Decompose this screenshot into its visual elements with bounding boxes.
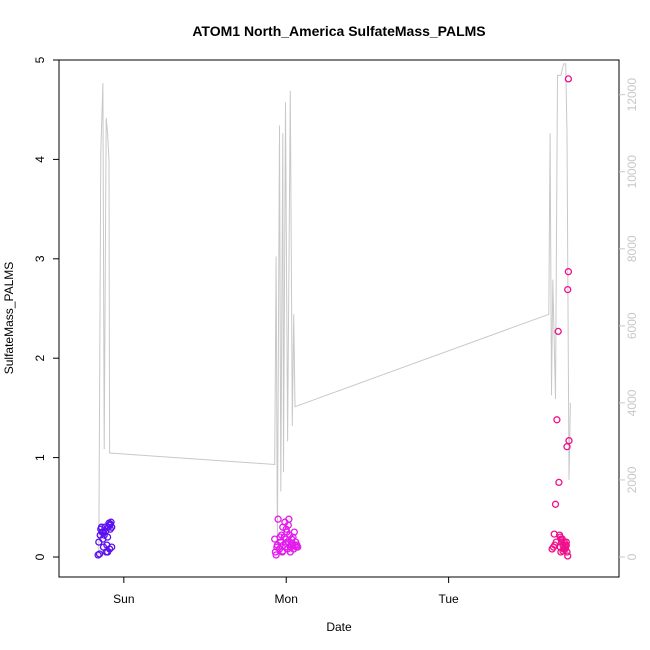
data-point xyxy=(564,552,572,560)
data-point xyxy=(554,327,562,336)
data-point xyxy=(106,520,114,528)
y2-tick-label: 12000 xyxy=(625,78,639,112)
altitude-line xyxy=(98,63,571,558)
y-tick-label: 4 xyxy=(33,156,47,163)
data-point xyxy=(564,285,572,294)
plot-marks xyxy=(94,63,573,560)
y-axis-label: SulfateMass_PALMS xyxy=(2,262,16,375)
y-axis-right: 0 2000 4000 6000 8000 10000 12000 xyxy=(619,78,639,560)
y2-tick-label: 6000 xyxy=(625,312,639,339)
data-point xyxy=(555,478,563,487)
y2-tick-label: 2000 xyxy=(625,466,639,493)
y-tick-label: 3 xyxy=(33,255,47,262)
data-point xyxy=(279,547,287,555)
data-point xyxy=(559,547,567,555)
data-point xyxy=(562,538,570,546)
x-axis: Sun Mon Tue xyxy=(113,577,459,606)
data-point xyxy=(103,548,112,556)
data-point xyxy=(553,416,561,424)
x-tick-label: Sun xyxy=(113,592,134,606)
y2-tick-label: 8000 xyxy=(625,235,639,262)
data-point xyxy=(99,528,108,536)
data-point xyxy=(562,541,570,549)
data-point xyxy=(557,535,565,543)
y-tick-label: 2 xyxy=(33,355,47,362)
y-axis-left: 0 1 2 3 4 5 xyxy=(33,56,59,560)
data-point xyxy=(289,541,297,549)
data-point xyxy=(272,551,280,559)
data-point xyxy=(94,551,102,559)
data-point xyxy=(286,548,294,556)
data-point xyxy=(108,543,116,551)
data-point xyxy=(290,528,298,536)
y-tick-label: 5 xyxy=(33,56,47,63)
y2-tick-label: 4000 xyxy=(625,389,639,416)
data-point xyxy=(282,525,290,533)
chart-title: ATOM1 North_America SulfateMass_PALMS xyxy=(192,23,485,39)
x-tick-label: Mon xyxy=(275,592,298,606)
data-point xyxy=(564,75,573,83)
y-tick-label: 0 xyxy=(33,553,47,560)
data-point xyxy=(281,539,290,547)
data-point xyxy=(95,550,104,558)
y-tick-label: 1 xyxy=(33,454,47,461)
data-point xyxy=(103,533,112,541)
x-tick-label: Tue xyxy=(438,592,459,606)
data-point xyxy=(565,437,573,445)
data-point xyxy=(276,533,284,541)
y2-tick-label: 10000 xyxy=(625,155,639,189)
x-axis-label: Date xyxy=(326,620,352,634)
y2-tick-label: 0 xyxy=(625,553,639,560)
data-point xyxy=(564,268,573,276)
data-point xyxy=(561,545,569,553)
data-point xyxy=(274,515,282,523)
plot-frame xyxy=(58,59,620,578)
data-point xyxy=(284,521,292,529)
data-point xyxy=(551,500,560,508)
